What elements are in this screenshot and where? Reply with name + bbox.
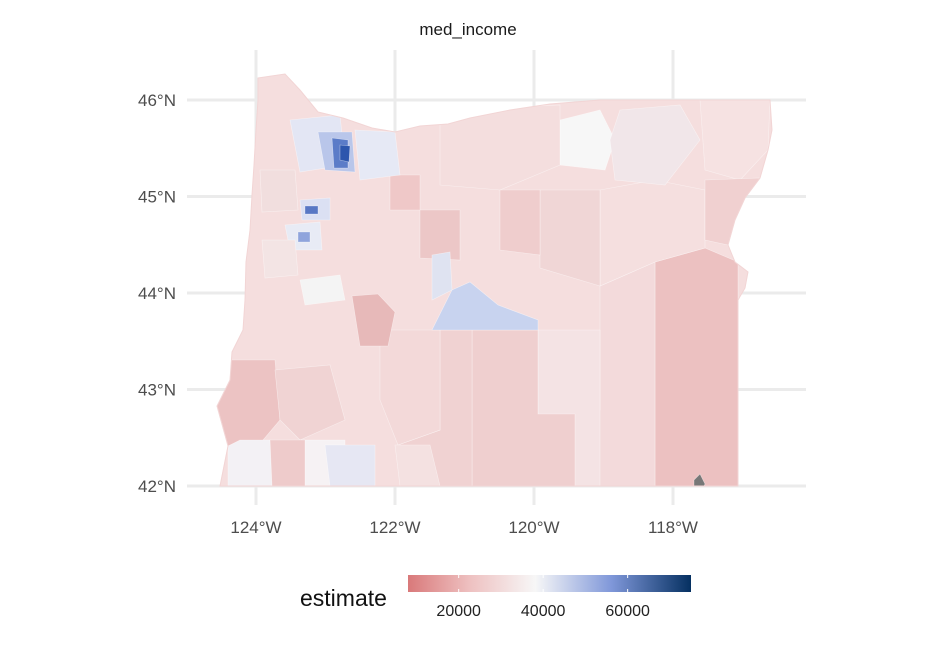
region-linn-east — [351, 293, 396, 347]
region-klamath-east — [379, 329, 441, 446]
legend-tick-label-1: 40000 — [520, 603, 566, 620]
region-curry-south — [227, 439, 273, 486]
region-southeast — [654, 247, 739, 486]
y-tick-label-3: 43°N — [138, 381, 176, 400]
region-gresham — [354, 129, 401, 181]
region-sisters — [431, 251, 453, 301]
legend-tick-label-2: 60000 — [605, 603, 650, 620]
region-medford — [324, 444, 376, 486]
facet-title: med_income — [419, 20, 517, 39]
y-axis-tick-labels: 46°N 45°N 44°N 43°N 42°N — [138, 91, 176, 496]
region-hood-river — [389, 174, 421, 211]
region-benton — [261, 239, 299, 279]
x-tick-label-2: 120°W — [508, 518, 559, 537]
region-jefferson — [419, 209, 461, 261]
region-josephine — [269, 439, 306, 486]
region-douglas-south — [274, 364, 346, 441]
region-eugene — [299, 274, 346, 306]
y-tick-label-4: 42°N — [138, 477, 176, 496]
y-tick-label-1: 45°N — [138, 188, 176, 207]
x-axis-tick-labels: 124°W 122°W 120°W 118°W — [230, 518, 698, 537]
legend-title: estimate — [300, 585, 387, 611]
y-tick-label-2: 44°N — [138, 284, 176, 303]
region-corvallis-tract — [297, 231, 311, 243]
region-yamhill — [259, 169, 299, 213]
region-salem-tract — [304, 205, 319, 215]
region-klamath-falls — [394, 444, 441, 486]
census-tract-regions — [217, 99, 771, 486]
region-union — [704, 177, 761, 246]
oregon-state — [216, 73, 773, 487]
region-no-data — [693, 473, 706, 486]
y-tick-label-0: 46°N — [138, 91, 176, 110]
legend-colorbar — [408, 575, 691, 592]
region-portland-dark — [339, 144, 351, 163]
state-outline — [216, 73, 773, 487]
legend-tick-label-0: 20000 — [436, 603, 481, 620]
x-tick-label-3: 118°W — [648, 518, 698, 537]
x-tick-label-0: 124°W — [230, 518, 281, 537]
region-morrow — [609, 104, 701, 186]
region-jefferson-east — [499, 189, 541, 256]
x-tick-label-1: 122°W — [369, 518, 420, 537]
